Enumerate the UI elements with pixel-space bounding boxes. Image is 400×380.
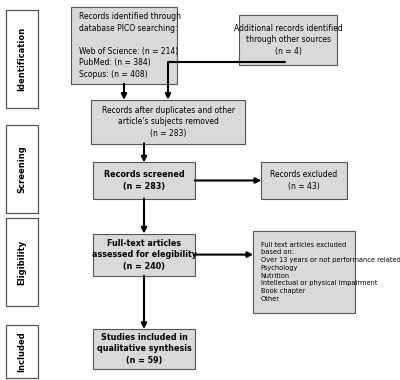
Text: Eligibility: Eligibility — [18, 239, 26, 285]
FancyBboxPatch shape — [71, 8, 177, 84]
Text: Additional records identified
through other sources
(n = 4): Additional records identified through ot… — [234, 24, 342, 56]
Text: Records excluded
(n = 43): Records excluded (n = 43) — [270, 170, 338, 191]
FancyBboxPatch shape — [6, 325, 38, 378]
Text: Studies included in
qualitative synthesis
(n = 59): Studies included in qualitative synthesi… — [97, 333, 191, 365]
FancyBboxPatch shape — [93, 233, 195, 276]
FancyBboxPatch shape — [6, 10, 38, 108]
Text: Records screened
(n = 283): Records screened (n = 283) — [104, 170, 184, 191]
FancyBboxPatch shape — [91, 100, 245, 144]
Text: Screening: Screening — [18, 145, 26, 193]
Text: Included: Included — [18, 331, 26, 372]
FancyBboxPatch shape — [93, 162, 195, 199]
FancyBboxPatch shape — [93, 329, 195, 369]
FancyBboxPatch shape — [6, 125, 38, 213]
Text: Full text articles excluded
based on:
Over 13 years or not performance related
P: Full text articles excluded based on: Ov… — [261, 242, 400, 302]
Text: Identification: Identification — [18, 27, 26, 91]
FancyBboxPatch shape — [261, 162, 347, 199]
Text: Records after duplicates and other
article's subjects removed
(n = 283): Records after duplicates and other artic… — [102, 106, 234, 138]
FancyBboxPatch shape — [239, 15, 337, 65]
FancyBboxPatch shape — [6, 218, 38, 306]
FancyBboxPatch shape — [253, 231, 355, 313]
Text: Full-text articles
assessed for elegibility
(n = 240): Full-text articles assessed for elegibil… — [92, 239, 196, 271]
Text: Records identified through
database PICO searching:

Web of Science: (n = 214)
P: Records identified through database PICO… — [79, 13, 181, 79]
